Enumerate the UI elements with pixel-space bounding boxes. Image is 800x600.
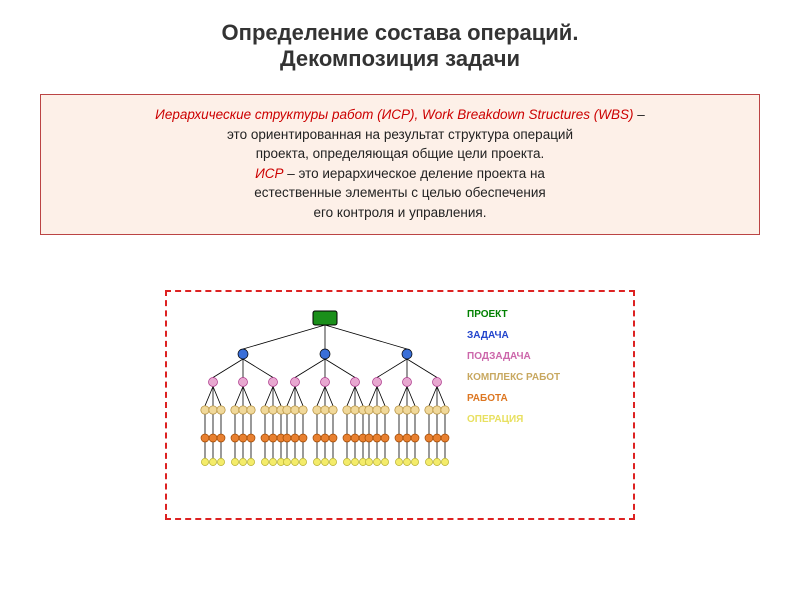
definition-text-1a: – xyxy=(634,107,645,122)
legend-item: ПРОЕКТ xyxy=(467,310,560,320)
legend-item: РАБОТА xyxy=(467,394,560,404)
legend-item: ПОДЗАДАЧА xyxy=(467,352,560,362)
legend-item: КОМПЛЕКС РАБОТ xyxy=(467,373,560,383)
title-line-2: Декомпозиция задачи xyxy=(40,46,760,72)
legend: ПРОЕКТ ЗАДАЧА ПОДЗАДАЧА КОМПЛЕКС РАБОТ РАБОТ… xyxy=(467,310,560,436)
definition-text-2a: – это иерархическое деление проекта на xyxy=(283,166,544,181)
definition-text-2b: естественные элементы с целью обеспечени… xyxy=(254,185,545,200)
definition-text-2c: его контроля и управления. xyxy=(314,205,487,220)
wbs-tree-diagram xyxy=(195,304,455,504)
legend-item: ЗАДАЧА xyxy=(467,331,560,341)
definition-text-1b: это ориентированная на результат структу… xyxy=(227,127,573,142)
diagram-frame: ПРОЕКТ ЗАДАЧА ПОДЗАДАЧА КОМПЛЕКС РАБОТ РАБОТ… xyxy=(165,290,635,520)
page-title: Определение состава операций. Декомпозиц… xyxy=(0,0,800,80)
title-line-1: Определение состава операций. xyxy=(40,20,760,46)
definition-box: Иерархические структуры работ (ИСР), Wor… xyxy=(40,94,760,235)
definition-term-2: ИСР xyxy=(255,166,283,181)
definition-term-1: Иерархические структуры работ (ИСР), Wor… xyxy=(155,107,633,122)
definition-text-1c: проекта, определяющая общие цели проекта… xyxy=(256,146,545,161)
legend-item: ОПЕРАЦИЯ xyxy=(467,415,560,425)
